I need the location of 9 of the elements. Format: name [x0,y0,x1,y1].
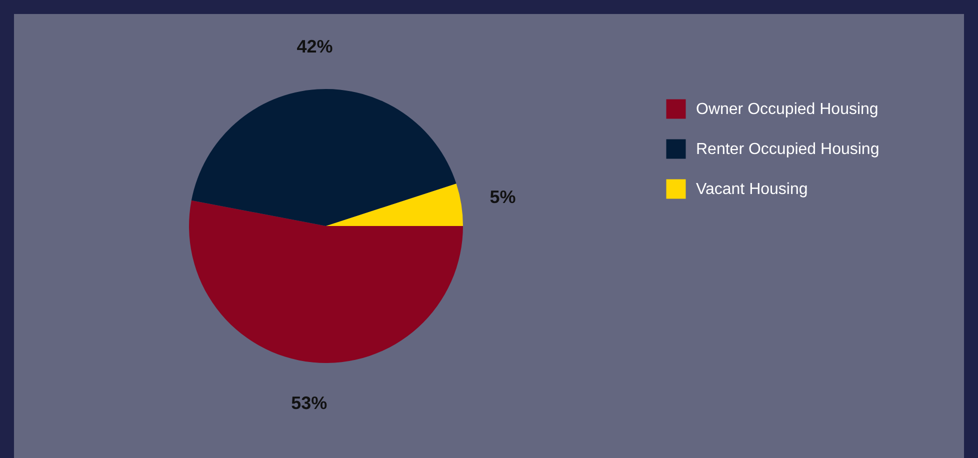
legend-label: Owner Occupied Housing [696,101,878,118]
legend-label: Vacant Housing [696,181,808,198]
pie-slice [189,200,463,363]
legend-label: Renter Occupied Housing [696,141,880,158]
data-label: 53% [291,393,328,414]
pie-slice [326,184,463,226]
data-label: 42% [296,36,333,56]
pie-slice [191,89,456,226]
data-label: 5% [490,187,516,207]
